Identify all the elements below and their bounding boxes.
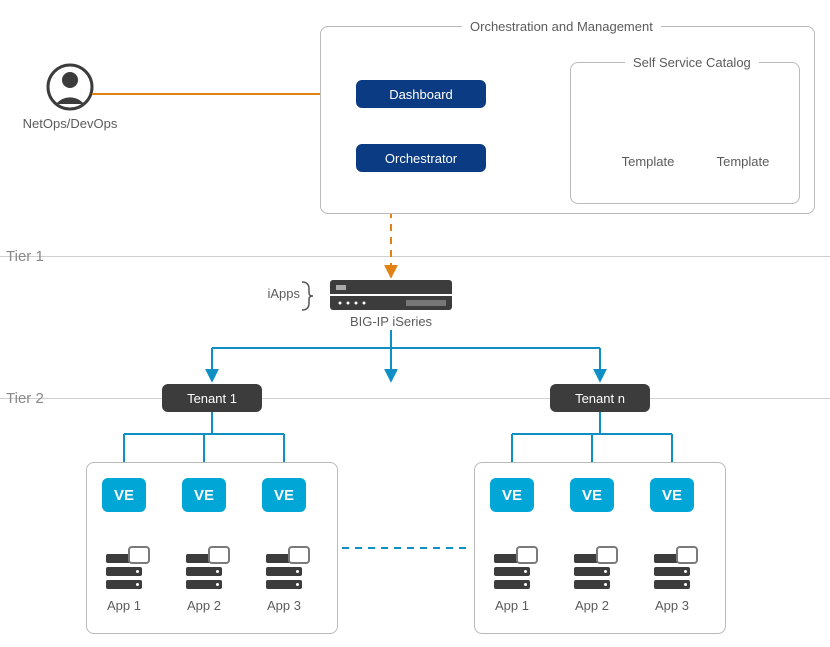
- orchestrator-button[interactable]: Orchestrator: [356, 144, 486, 172]
- device-bigip: [330, 280, 452, 310]
- tier1-label: Tier 1: [6, 248, 44, 265]
- om-title: Orchestration and Management: [462, 19, 661, 34]
- server-t1-3: [266, 554, 302, 590]
- app1-tn-label: App 1: [488, 598, 536, 613]
- app3-t1-label: App 3: [260, 598, 308, 613]
- ve-t1-1: VE: [102, 478, 146, 512]
- bigip-label: BIG-IP iSeries: [330, 314, 452, 329]
- app2-tn-label: App 2: [568, 598, 616, 613]
- tenant-1-button[interactable]: Tenant 1: [162, 384, 262, 412]
- app2-t1-label: App 2: [180, 598, 228, 613]
- iapps-label: iApps: [260, 286, 300, 301]
- server-t1-1: [106, 554, 142, 590]
- user-icon: [48, 65, 92, 109]
- ve-tn-1: VE: [490, 478, 534, 512]
- app3-tn-label: App 3: [648, 598, 696, 613]
- ve-tn-2: VE: [570, 478, 614, 512]
- tenant-n-button[interactable]: Tenant n: [550, 384, 650, 412]
- server-t1-2: [186, 554, 222, 590]
- template-1-label: Template: [618, 154, 678, 169]
- server-tn-1: [494, 554, 530, 590]
- user-label: NetOps/DevOps: [20, 116, 120, 131]
- ssc-title: Self Service Catalog: [625, 55, 759, 70]
- ve-t1-3: VE: [262, 478, 306, 512]
- app1-t1-label: App 1: [100, 598, 148, 613]
- ve-tn-3: VE: [650, 478, 694, 512]
- server-tn-3: [654, 554, 690, 590]
- link-device-tenants: [212, 330, 600, 380]
- tier2-label: Tier 2: [6, 390, 44, 407]
- ssc-box: [570, 62, 800, 204]
- template-2-label: Template: [713, 154, 773, 169]
- server-tn-2: [574, 554, 610, 590]
- ve-t1-2: VE: [182, 478, 226, 512]
- dashboard-button[interactable]: Dashboard: [356, 80, 486, 108]
- brace-iapps: [302, 282, 313, 310]
